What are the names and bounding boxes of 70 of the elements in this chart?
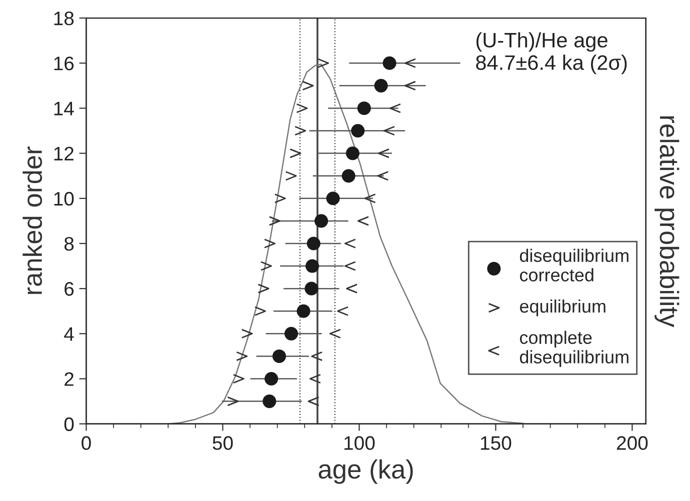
- annotation: (U-Th)/He age 84.7±6.4 ka (2σ): [476, 32, 627, 74]
- x-tick-label: 0: [82, 436, 91, 450]
- point: [346, 284, 358, 294]
- y-tick-label: 10: [54, 192, 74, 206]
- point: [232, 374, 244, 384]
- point: [236, 351, 248, 362]
- point: [383, 126, 396, 136]
- y-tick-label: 0: [64, 417, 74, 432]
- point: [404, 80, 416, 90]
- legend-label: equilibrium: [520, 299, 606, 316]
- point: [311, 351, 323, 362]
- y-tick-label: 4: [64, 327, 74, 341]
- point: [272, 349, 286, 363]
- point: [285, 171, 297, 181]
- point: [264, 372, 278, 386]
- point: [404, 58, 416, 68]
- point: [374, 78, 388, 92]
- point: [284, 326, 298, 340]
- point: [302, 80, 314, 90]
- y-tick-label: 16: [54, 56, 74, 70]
- point: [254, 306, 266, 316]
- y-tick-label: 2: [64, 372, 74, 386]
- y2-axis-title: relative probability: [654, 116, 680, 328]
- point: [274, 194, 286, 204]
- legend-label: disequilibrium corrected: [520, 248, 628, 282]
- point: [326, 192, 340, 206]
- x-tick-label: 50: [212, 436, 233, 450]
- y-axis-title: ranked order: [22, 146, 42, 294]
- x-tick-label: 100: [344, 436, 375, 450]
- y-tick-label: 18: [54, 12, 74, 26]
- point: [296, 304, 310, 318]
- x-tick-label: 150: [480, 436, 512, 450]
- point: [357, 216, 370, 226]
- point: [389, 103, 402, 114]
- point: [268, 216, 280, 226]
- point: [294, 126, 306, 136]
- point: [377, 171, 389, 181]
- point: [264, 238, 276, 248]
- y-tick-label: 8: [64, 236, 74, 251]
- point: [306, 236, 320, 250]
- point: [351, 124, 365, 138]
- point: [306, 259, 320, 273]
- point: [226, 396, 239, 406]
- point: [344, 261, 356, 271]
- point: [296, 103, 308, 114]
- point: [304, 282, 318, 296]
- point: [382, 56, 396, 70]
- point: [314, 214, 328, 228]
- point: [329, 328, 342, 338]
- point: [346, 146, 360, 160]
- y-tick-label: 12: [54, 146, 74, 160]
- y-tick-label: 14: [54, 102, 74, 116]
- point: [262, 394, 276, 408]
- point: [378, 148, 390, 158]
- point: [357, 101, 371, 115]
- point: [344, 238, 356, 248]
- point: [342, 169, 356, 183]
- point: [364, 194, 376, 204]
- point: [241, 328, 253, 338]
- point: [258, 284, 270, 294]
- point: [260, 261, 272, 271]
- x-tick-label: 200: [616, 436, 648, 450]
- point: [336, 306, 349, 316]
- legend-label: complete disequilibrium: [520, 330, 628, 368]
- point: [309, 374, 322, 384]
- y-tick-label: 6: [64, 282, 74, 296]
- point: [317, 58, 330, 68]
- x-axis-title: age (ka): [318, 459, 413, 484]
- point: [290, 148, 302, 158]
- point: [308, 396, 320, 406]
